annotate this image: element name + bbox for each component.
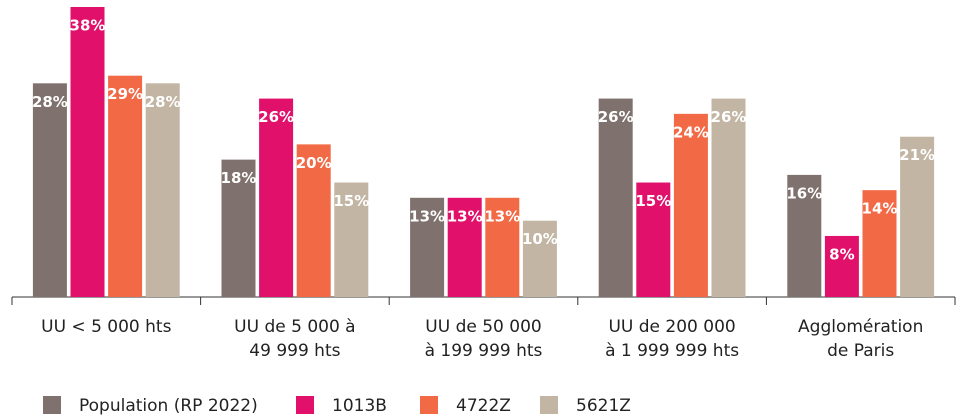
value-label: 8% [829,245,854,263]
legend-swatch [296,396,314,414]
value-label: 15% [333,192,369,210]
value-label: 14% [862,200,898,218]
bar [522,220,557,297]
bar [410,197,445,297]
bar [787,174,822,297]
bar [70,7,105,297]
x-tick-label: UU de 200 000 à 1 999 999 hts [605,317,739,361]
x-tick-label-line: UU de 50 000 [425,317,541,337]
bar [296,144,331,297]
value-label: 29% [107,85,143,103]
value-label: 26% [598,108,634,126]
bar [447,197,482,297]
value-label: 13% [447,207,483,225]
value-label: 28% [145,93,181,111]
value-label: 10% [522,230,558,248]
bar [636,182,671,297]
x-tick-label-line: de Paris [827,341,894,361]
legend-swatch [420,396,438,414]
bar [673,113,708,297]
bar [221,159,256,297]
value-label: 26% [258,108,294,126]
value-label: 20% [296,154,332,172]
x-tick-label-line: UU < 5 000 hts [41,317,171,337]
value-label: 28% [32,93,68,111]
bar [900,136,935,297]
bar [485,197,520,297]
legend-label: 5621Z [576,396,631,416]
value-label: 38% [70,17,106,35]
x-tick-label: Agglomération de Paris [798,317,923,361]
bar [598,98,633,297]
x-tick-label-line: à 1 999 999 hts [605,341,739,361]
bar [824,235,859,297]
bar [334,182,369,297]
value-label: 26% [711,108,747,126]
x-tick-label: UU < 5 000 hts [41,317,171,337]
x-tick-label-line: à 199 999 hts [425,341,543,361]
x-tick-label-line: UU de 200 000 [608,317,735,337]
bar [862,190,897,297]
x-tick-label-line: Agglomération [798,317,923,337]
value-label: 13% [409,207,445,225]
legend-label: 1013B [332,396,387,416]
bar [32,83,67,297]
value-label: 21% [899,146,935,164]
value-label: 16% [786,184,822,202]
value-label: 13% [484,207,520,225]
bar [711,98,746,297]
x-tick-label: UU de 50 000 à 199 999 hts [425,317,543,361]
legend-label: 4722Z [456,396,511,416]
value-label: 18% [221,169,257,187]
bar [145,83,180,297]
x-tick-label-line: UU de 5 000 à [234,317,355,337]
legend-swatch [43,396,61,414]
x-tick-label-line: 49 999 hts [249,341,340,361]
legend-swatch [540,396,558,414]
legend-label: Population (RP 2022) [79,396,258,416]
value-label: 24% [673,123,709,141]
bar [108,75,143,298]
x-tick-label: UU de 5 000 à 49 999 hts [234,317,355,361]
bar [259,98,294,297]
value-label: 15% [635,192,671,210]
